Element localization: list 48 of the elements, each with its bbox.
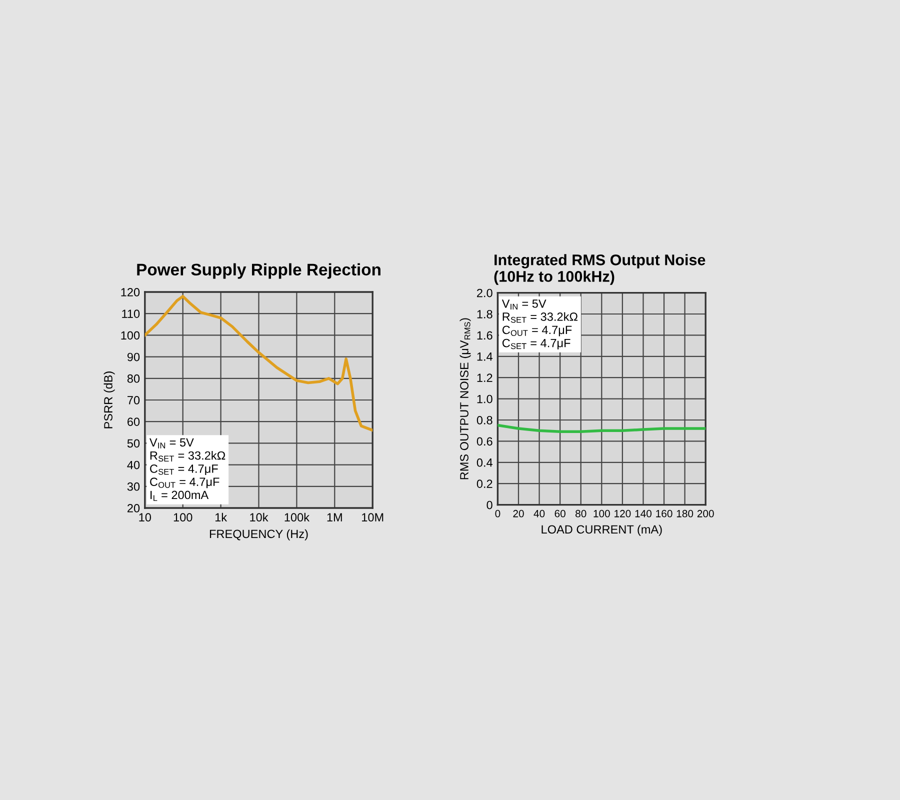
x-tick-label: 140 bbox=[635, 510, 652, 518]
y-tick-label: 90 bbox=[127, 352, 140, 362]
y-axis-title: RMS OUTPUT NOISE (μV$_{RMS}$) bbox=[460, 318, 471, 480]
y-tick-label: 0.4 bbox=[476, 458, 492, 467]
y-tick-label: 1.2 bbox=[477, 374, 492, 382]
x-tick-label: 1M bbox=[327, 513, 342, 522]
y-tick-label: 40 bbox=[127, 460, 140, 470]
x-tick-label: 200 bbox=[697, 510, 714, 518]
y-tick-label: 60 bbox=[128, 418, 140, 426]
x-tick-label: 100k bbox=[284, 512, 310, 522]
x-tick-label: 180 bbox=[676, 510, 694, 518]
y-tick-label: 30 bbox=[127, 482, 140, 491]
x-axis-title: FREQUENCY (Hz) bbox=[210, 529, 308, 540]
x-tick-label: 1k bbox=[215, 512, 228, 522]
y-tick-label: 110 bbox=[122, 310, 140, 318]
y-tick-label: 70 bbox=[128, 396, 140, 404]
y-tick-label: 1.4 bbox=[477, 352, 492, 361]
text: V$_{IN}$ = 5V R$_{SET}$ = 33.2kΩ C$_{SET}$ = 4.7μF C$_{OUT}$ = 4.7μF I$_{L}$ = 200mA bbox=[150, 438, 226, 501]
y-tick-label: 120 bbox=[121, 288, 140, 296]
line-series bbox=[498, 424, 706, 434]
x-tick-label: 20 bbox=[513, 510, 524, 518]
x-tick-label: 10 bbox=[139, 513, 152, 522]
text: V$_{IN}$ = 5V R$_{SET}$ = 33.2kΩ C$_{OUT}$ = 4.7μF C$_{SET}$ = 4.7μF bbox=[502, 300, 578, 350]
x-tick-label: 0 bbox=[495, 510, 500, 518]
x-tick-label: 10M bbox=[362, 513, 384, 522]
x-tick-label: 120 bbox=[614, 510, 631, 518]
y-tick-label: 0.6 bbox=[476, 437, 492, 446]
x-tick-label: 40 bbox=[534, 510, 545, 518]
y-tick-label: 80 bbox=[127, 374, 140, 383]
x-tick-label: 60 bbox=[554, 510, 566, 518]
x-tick-label: 160 bbox=[656, 510, 672, 518]
y-tick-label: 1.6 bbox=[477, 331, 492, 340]
y-tick-label: 0 bbox=[486, 500, 492, 510]
x-tick-label: 80 bbox=[576, 510, 586, 518]
y-tick-label: 100 bbox=[121, 331, 140, 340]
y-tick-label: 1.8 bbox=[477, 310, 492, 318]
y-tick-label: 0.8 bbox=[476, 416, 492, 424]
x-tick-label: 10k bbox=[250, 512, 268, 522]
y-tick-label: 1.0 bbox=[477, 394, 492, 404]
x-tick-label: 100 bbox=[174, 513, 192, 522]
chart-title: Power Supply Ripple Rejection bbox=[137, 263, 380, 279]
y-axis-title: PSRR (dB) bbox=[104, 372, 115, 428]
x-tick-label: 100 bbox=[594, 510, 610, 518]
chart-title: Integrated RMS Output Noise (10Hz to 100kHz) bbox=[494, 254, 706, 285]
y-tick-label: 50 bbox=[127, 439, 140, 448]
y-tick-label: 2.0 bbox=[477, 288, 492, 298]
y-tick-label: 0.2 bbox=[476, 480, 492, 488]
x-axis-title: LOAD CURRENT (mA) bbox=[542, 524, 662, 536]
